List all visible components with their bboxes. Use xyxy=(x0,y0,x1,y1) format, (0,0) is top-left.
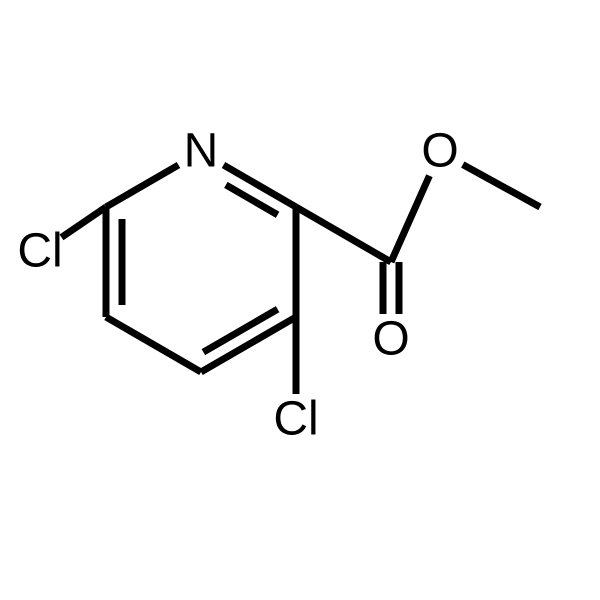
bond-line xyxy=(463,165,540,207)
bond-line xyxy=(61,207,106,237)
atom-label-n: N xyxy=(184,125,219,178)
bond-line xyxy=(296,207,391,262)
bond-line xyxy=(391,176,429,262)
bond-line xyxy=(106,165,178,207)
atom-label-cl: Cl xyxy=(273,393,318,446)
atom-label-o: O xyxy=(372,313,409,366)
atom-label-o: O xyxy=(421,125,458,178)
molecule-diagram: N Cl Cl O O xyxy=(0,0,600,600)
bond-line xyxy=(106,317,201,372)
bonds-layer xyxy=(61,165,540,394)
atom-label-cl: Cl xyxy=(17,225,62,278)
